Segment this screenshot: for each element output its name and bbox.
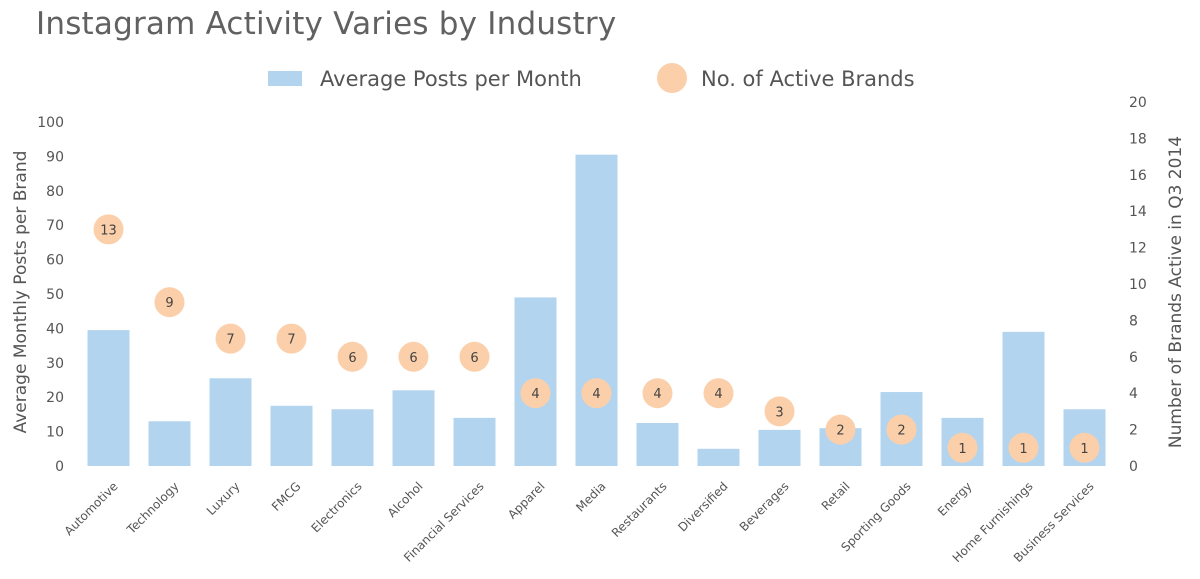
legend-swatch-dot xyxy=(657,63,687,93)
bar xyxy=(331,409,374,466)
bar xyxy=(87,330,130,466)
y2-tick-label: 10 xyxy=(1129,277,1147,293)
data-label: 9 xyxy=(165,296,173,311)
bar xyxy=(209,378,252,466)
bar xyxy=(758,429,801,466)
data-point xyxy=(459,341,490,372)
y2-tick-label: 20 xyxy=(1129,95,1147,111)
data-label: 7 xyxy=(226,333,234,348)
y-tick-label: 40 xyxy=(46,321,64,337)
data-label: 1 xyxy=(1080,442,1088,457)
x-tick-label: Retail xyxy=(819,479,853,513)
bar xyxy=(453,417,496,466)
data-label: 1 xyxy=(1019,442,1027,457)
x-tick-label: Luxury xyxy=(204,479,243,518)
data-point xyxy=(581,378,612,409)
data-point xyxy=(1008,432,1039,463)
y-tick-label: 100 xyxy=(37,115,64,131)
data-point xyxy=(154,287,185,318)
y-tick-label: 60 xyxy=(46,253,64,269)
y-tick-label: 70 xyxy=(46,218,64,234)
y2-tick-label: 6 xyxy=(1129,350,1138,366)
data-point xyxy=(93,214,124,245)
bar xyxy=(575,154,618,466)
y2-tick-label: 16 xyxy=(1129,168,1147,184)
y-axis-label: Average Monthly Posts per Brand xyxy=(11,151,31,434)
x-tick-label: FMCG xyxy=(269,479,304,514)
x-tick-label: Beverages xyxy=(737,479,792,534)
chart-title: Instagram Activity Varies by Industry xyxy=(36,6,617,42)
y2-tick-label: 0 xyxy=(1129,459,1138,475)
data-point xyxy=(947,432,978,463)
data-point xyxy=(1069,432,1100,463)
bar xyxy=(697,448,740,466)
data-label: 2 xyxy=(836,424,844,439)
y2-tick-label: 2 xyxy=(1129,423,1138,439)
data-point xyxy=(520,378,551,409)
x-tick-label: Diversified xyxy=(675,479,730,534)
data-point xyxy=(886,414,917,445)
data-label: 6 xyxy=(470,351,478,366)
data-label: 6 xyxy=(348,351,356,366)
y-tick-label: 0 xyxy=(55,459,64,475)
y2-tick-label: 8 xyxy=(1129,313,1138,329)
bar xyxy=(636,423,679,466)
data-point xyxy=(764,396,795,427)
y2-tick-label: 14 xyxy=(1129,204,1147,220)
data-label: 6 xyxy=(409,351,417,366)
data-label: 4 xyxy=(592,387,600,402)
y2-tick-label: 12 xyxy=(1129,241,1147,257)
x-tick-label: Apparel xyxy=(505,479,548,522)
data-point xyxy=(337,341,368,372)
x-tick-label: Restaurants xyxy=(609,479,670,540)
legend-label-dot: No. of Active Brands xyxy=(701,67,915,91)
x-tick-label: Automotive xyxy=(62,479,121,538)
data-point xyxy=(825,414,856,445)
data-label: 13 xyxy=(100,223,117,238)
data-point xyxy=(276,323,307,354)
data-label: 3 xyxy=(775,405,783,420)
y2-tick-label: 4 xyxy=(1129,386,1138,402)
data-label: 7 xyxy=(287,333,295,348)
y-tick-label: 10 xyxy=(46,425,64,441)
data-point xyxy=(398,341,429,372)
data-label: 1 xyxy=(958,442,966,457)
data-label: 2 xyxy=(897,424,905,439)
y2-axis-label: Number of Brands Active in Q3 2014 xyxy=(1166,136,1186,448)
data-point xyxy=(642,378,673,409)
x-tick-label: Energy xyxy=(935,479,975,519)
x-tick-label: Media xyxy=(573,479,608,514)
y2-tick-label: 18 xyxy=(1129,131,1147,147)
x-tick-label: Alcohol xyxy=(385,479,426,520)
data-point xyxy=(703,378,734,409)
y-tick-label: 20 xyxy=(46,390,64,406)
y-tick-label: 30 xyxy=(46,356,64,372)
bar xyxy=(392,390,435,466)
y-tick-label: 50 xyxy=(46,287,64,303)
data-label: 4 xyxy=(653,387,661,402)
x-tick-label: Electronics xyxy=(308,479,364,535)
data-label: 4 xyxy=(714,387,722,402)
bar xyxy=(270,405,313,466)
data-point xyxy=(215,323,246,354)
data-label: 4 xyxy=(531,387,539,402)
y-tick-label: 90 xyxy=(46,149,64,165)
y-tick-label: 80 xyxy=(46,184,64,200)
legend-label-bar: Average Posts per Month xyxy=(320,67,582,91)
legend-swatch-bar xyxy=(268,71,302,86)
bar xyxy=(148,421,191,466)
x-tick-label: Technology xyxy=(123,479,181,537)
